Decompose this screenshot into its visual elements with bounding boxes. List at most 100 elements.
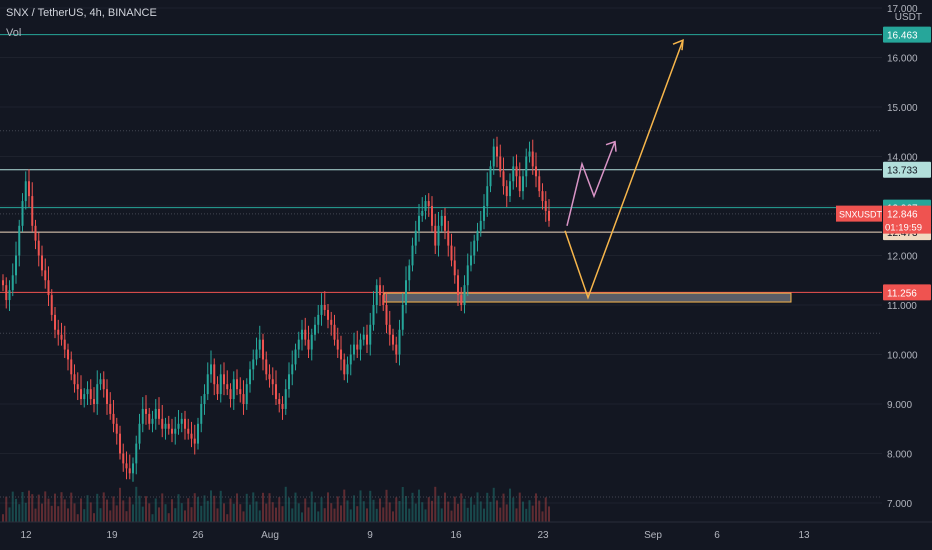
candle-body — [171, 428, 173, 434]
candle-body — [262, 339, 264, 360]
candle-body — [47, 280, 50, 296]
volume-bar — [236, 493, 238, 522]
volume-bar — [395, 497, 398, 522]
candle-body — [486, 186, 489, 206]
volume-bar — [15, 498, 17, 522]
candle-body — [515, 166, 518, 177]
time-axis[interactable]: 12 19 26 Aug 9 16 23 Sep 6 13 — [0, 521, 932, 541]
volume-bar — [414, 503, 417, 522]
volume-bar — [86, 495, 89, 522]
candle-body — [180, 418, 183, 424]
time-tick-label: 16 — [450, 530, 462, 541]
candle-body — [161, 418, 164, 429]
candle-body — [174, 428, 177, 434]
candle-body — [385, 305, 388, 325]
volume-bar — [132, 504, 134, 522]
candle-body — [356, 344, 359, 350]
candle-body — [548, 210, 550, 221]
volume-bar — [304, 498, 307, 522]
volume-bar — [184, 510, 186, 522]
volume-bar — [278, 497, 281, 522]
volume-bar — [434, 486, 437, 522]
volume-bar — [8, 507, 11, 522]
volume-bar — [180, 503, 183, 522]
volume-bars — [2, 486, 550, 522]
candle-body — [223, 374, 225, 385]
candle-body — [219, 374, 222, 395]
volume-bar — [252, 492, 255, 522]
volume-bar — [109, 510, 112, 522]
volume-bar — [239, 504, 242, 522]
candle-body — [379, 285, 381, 296]
level-tag — [883, 161, 931, 178]
volume-bar — [99, 508, 102, 522]
volume-bar — [346, 500, 349, 522]
candle-body — [213, 364, 216, 385]
volume-bar — [476, 492, 479, 522]
volume-bar — [258, 510, 261, 522]
candle-body — [89, 389, 92, 400]
candle-body — [210, 364, 212, 375]
volume-bar — [385, 489, 388, 522]
horizontal-levels[interactable] — [0, 34, 882, 498]
candle-body — [395, 344, 398, 355]
volume-bar — [2, 514, 4, 522]
candle-body — [83, 394, 86, 400]
volume-bar — [158, 507, 160, 522]
candle-body — [57, 329, 60, 335]
time-tick-label: Aug — [261, 530, 279, 541]
candle-body — [109, 404, 112, 414]
price-tick-label: 7.000 — [887, 499, 912, 510]
volume-bar — [206, 500, 209, 522]
candle-body — [444, 215, 446, 231]
candle-body — [473, 240, 476, 256]
candle-body — [226, 384, 229, 390]
candle-body — [203, 394, 206, 404]
price-axis[interactable]: 7.0008.0009.00010.00011.00012.00013.0001… — [836, 0, 932, 550]
volume-bar — [200, 505, 203, 522]
candle-body — [258, 339, 261, 350]
candle-body — [21, 201, 24, 226]
candle-body — [327, 309, 329, 320]
candle-body — [450, 245, 453, 261]
candle-body — [401, 305, 404, 330]
candle-body — [502, 171, 505, 187]
volume-bar — [148, 503, 151, 522]
candle-body — [359, 339, 362, 350]
candle-body — [11, 275, 14, 291]
projection-arrows[interactable] — [564, 39, 684, 300]
volume-bar — [11, 491, 14, 522]
candle-body — [86, 389, 89, 395]
volume-bar — [128, 497, 131, 522]
volume-bar — [450, 510, 453, 522]
volume-bar — [167, 513, 170, 522]
price-tick-label: 10.000 — [887, 351, 918, 362]
candle-body — [343, 359, 346, 375]
price-tick-label: 15.000 — [887, 103, 918, 114]
volume-bar — [76, 514, 79, 522]
candle-body — [541, 191, 544, 202]
volume-bar — [431, 500, 433, 522]
arrow-head-pink — [605, 140, 617, 152]
time-tick-label: 13 — [798, 530, 810, 541]
candle-body — [340, 349, 342, 360]
price-tick-label: 12.000 — [887, 252, 918, 263]
volume-bar — [437, 495, 440, 522]
candle-body — [499, 156, 502, 172]
volume-bar — [470, 497, 472, 522]
candle-body — [431, 206, 433, 226]
candle-body — [278, 399, 281, 404]
volume-bar — [102, 492, 105, 522]
candle-body — [252, 359, 255, 370]
candle-body — [424, 201, 427, 211]
time-tick-label: 9 — [367, 530, 373, 541]
volume-bar — [37, 494, 40, 522]
candle-body — [31, 196, 34, 226]
candle-body — [492, 146, 495, 167]
price-tick-label: 9.000 — [887, 400, 912, 411]
candle-body — [70, 359, 73, 375]
candle-body — [216, 384, 219, 395]
candle-body — [145, 408, 147, 414]
volume-bar — [359, 490, 362, 522]
